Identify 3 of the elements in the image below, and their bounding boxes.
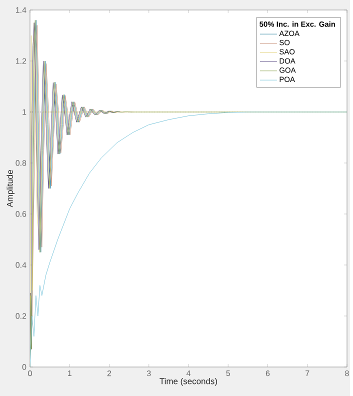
line-series xyxy=(30,112,348,367)
y-axis-title: Amplitude xyxy=(6,170,15,208)
x-axis-title: Time (seconds) xyxy=(160,378,218,386)
